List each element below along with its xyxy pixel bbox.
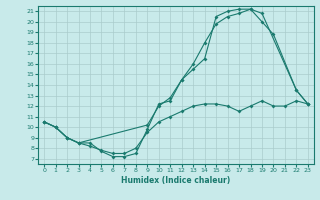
X-axis label: Humidex (Indice chaleur): Humidex (Indice chaleur): [121, 176, 231, 185]
